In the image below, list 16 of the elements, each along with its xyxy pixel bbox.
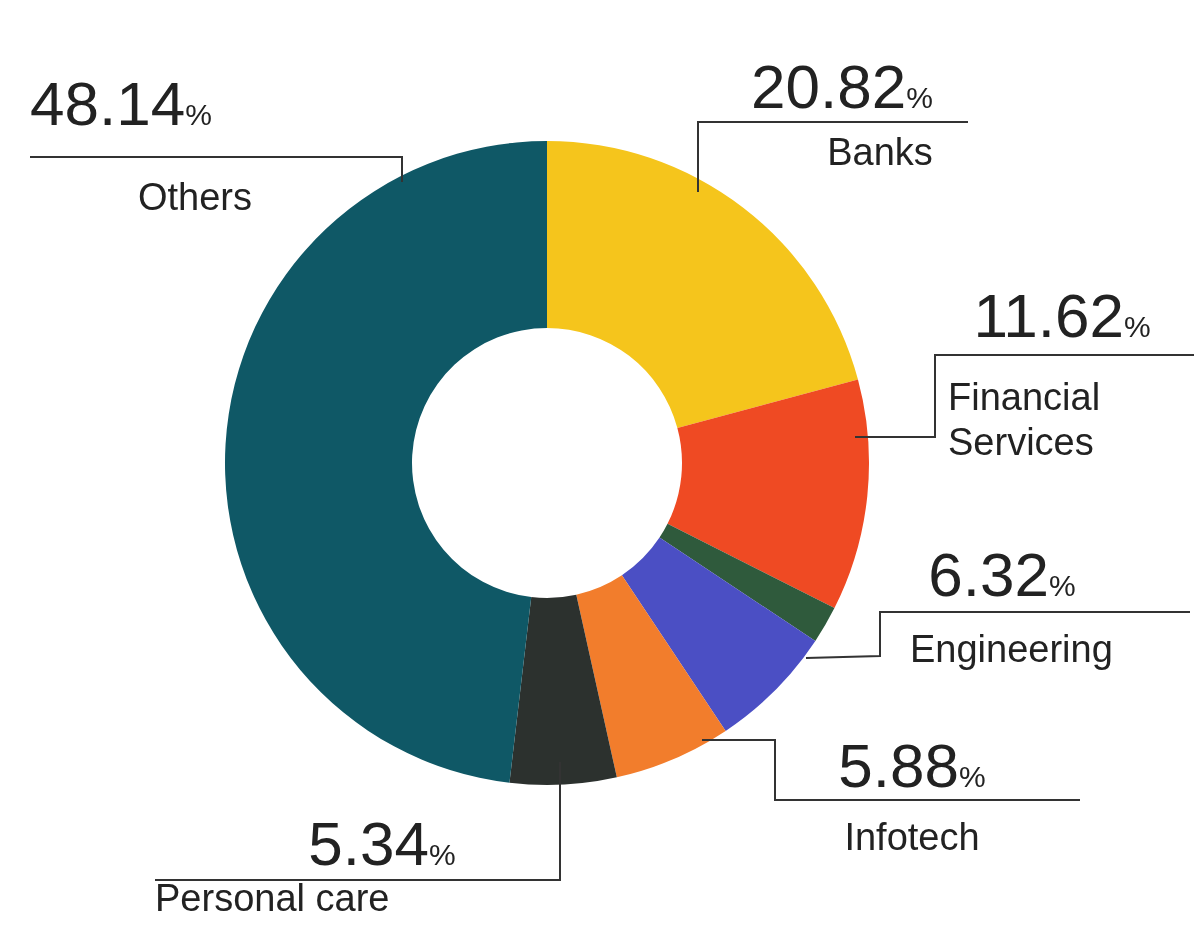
data-label: 5.88%	[838, 731, 986, 800]
data-label: 5.34%	[308, 809, 456, 878]
donut-slice	[667, 379, 869, 609]
donut-slice	[576, 575, 726, 778]
data-label: 6.32%	[928, 540, 1076, 609]
data-label: 20.82%	[751, 52, 933, 121]
donut-slice	[659, 523, 835, 641]
data-label: 11.62%	[973, 281, 1151, 350]
slice-label: Banks	[827, 131, 933, 173]
slice-label: Infotech	[844, 816, 980, 858]
slice-label: Personal care	[155, 877, 390, 919]
donut-slice	[621, 537, 816, 731]
slice-label: Engineering	[910, 628, 1113, 670]
data-label: 48.14%	[30, 69, 212, 138]
slice-label: Others	[137, 176, 253, 218]
slice-label: Financial Services	[948, 376, 1101, 463]
